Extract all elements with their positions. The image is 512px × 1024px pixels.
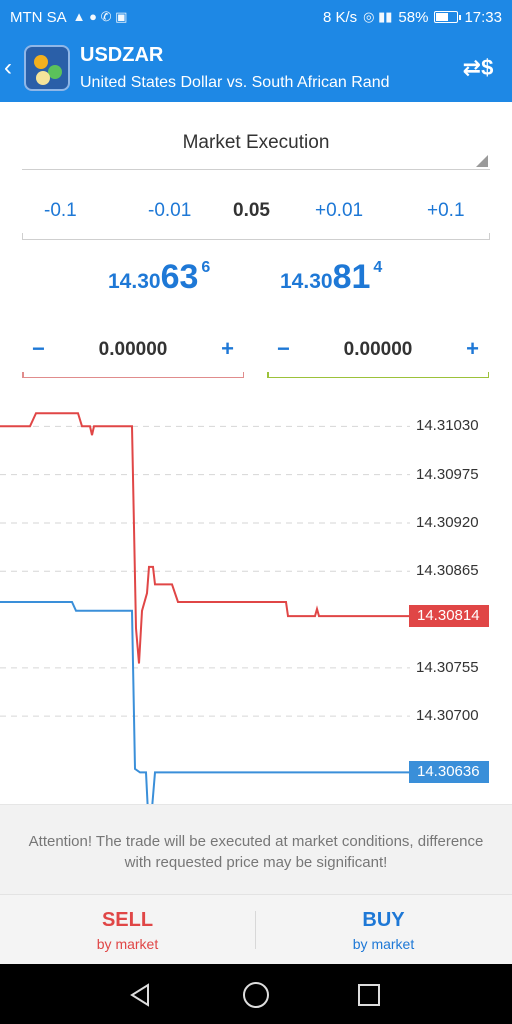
buy-label: BUY — [362, 909, 405, 931]
stop-loss-field: − 0.00000 + — [22, 330, 244, 378]
volume-value[interactable]: 0.05 — [233, 200, 270, 221]
stop-loss-input[interactable]: 0.00000 — [98, 339, 168, 360]
tick-chart: 14.31030 14.30975 14.30920 14.30865 14.30755… — [0, 400, 512, 804]
ask-price-line — [0, 412, 410, 664]
network-speed: 8 K/s — [322, 8, 358, 26]
symbol-title[interactable]: USDZAR — [80, 44, 164, 66]
execution-type-dropdown[interactable]: Market Execution — [22, 120, 490, 170]
volume-plus-0.01-button[interactable]: +0.01 — [315, 200, 364, 221]
clock: 17:33 — [464, 8, 502, 26]
y-tick-label: 14.30700 — [416, 707, 479, 725]
bid-price: 14.3063 6 — [108, 258, 210, 297]
sell-label: SELL — [101, 909, 154, 931]
take-profit-plus-button[interactable]: + — [466, 336, 479, 361]
stop-loss-plus-button[interactable]: + — [221, 336, 234, 361]
ask-last-price-tag: 14.30814 — [409, 605, 489, 628]
execution-type-label: Market Execution — [182, 132, 330, 153]
ask-price-prefix: 14.30 — [280, 270, 333, 293]
stop-loss-minus-button[interactable]: − — [32, 336, 45, 361]
notification-icons: ▲ ● ✆ ▣ — [72, 9, 128, 24]
nav-recent-icon[interactable] — [358, 984, 380, 1006]
y-tick-label: 14.30920 — [416, 513, 479, 531]
take-profit-input[interactable]: 0.00000 — [343, 339, 413, 360]
y-tick-label: 14.30865 — [416, 562, 479, 580]
tick-chart-svg — [0, 412, 410, 804]
signal-icon: ◎ ▮▮ — [363, 9, 393, 24]
buy-by-market-button[interactable]: BUY by market — [256, 895, 511, 965]
attention-panel: Attention! The trade will be executed at… — [0, 804, 512, 894]
bid-price-point: 6 — [201, 259, 211, 276]
bid-price-big: 63 — [160, 258, 199, 296]
bid-price-line — [0, 601, 410, 804]
status-bar: MTN SA ▲ ● ✆ ▣ 8 K/s ◎ ▮▮ 58% 17:33 — [0, 0, 512, 34]
carrier-name: MTN SA — [10, 8, 67, 26]
bid-price-prefix: 14.30 — [108, 270, 161, 293]
app-logo — [24, 45, 70, 91]
nav-back-icon[interactable] — [128, 982, 154, 1008]
battery-percent: 58% — [398, 8, 429, 26]
volume-minus-0.01-button[interactable]: -0.01 — [148, 200, 192, 221]
volume-stepper: -0.1 -0.01 0.05 +0.01 +0.1 — [22, 190, 490, 240]
volume-minus-0.1-button[interactable]: -0.1 — [44, 200, 77, 221]
ask-price: 14.3081 4 — [280, 258, 382, 297]
currency-exchange-icon[interactable]: ⇄$ — [462, 55, 494, 80]
app-bar: ‹ USDZAR United States Dollar vs. South … — [0, 34, 512, 102]
symbol-description: United States Dollar vs. South African R… — [80, 74, 390, 91]
volume-plus-0.1-button[interactable]: +0.1 — [427, 200, 465, 221]
y-tick-label: 14.30755 — [416, 658, 479, 676]
y-tick-label: 14.31030 — [416, 417, 479, 435]
ask-price-point: 4 — [373, 259, 383, 276]
battery-icon — [434, 11, 462, 23]
buy-sub-label: by market — [352, 936, 415, 952]
take-profit-field: − 0.00000 + — [267, 330, 489, 378]
nav-home-icon[interactable] — [243, 982, 269, 1008]
take-profit-minus-button[interactable]: − — [277, 336, 290, 361]
y-tick-label: 14.30975 — [416, 465, 479, 483]
attention-message: Attention! The trade will be executed at… — [28, 833, 484, 871]
system-nav-bar — [0, 964, 512, 1024]
order-actions: SELL by market BUY by market — [0, 894, 512, 964]
bid-last-price-tag: 14.30636 — [409, 761, 489, 784]
back-icon[interactable]: ‹ — [4, 54, 12, 81]
dropdown-corner-icon — [476, 155, 488, 167]
battery-fill — [436, 13, 449, 21]
ask-price-big: 81 — [332, 258, 371, 296]
sell-sub-label: by market — [96, 936, 159, 952]
sell-by-market-button[interactable]: SELL by market — [0, 895, 255, 965]
